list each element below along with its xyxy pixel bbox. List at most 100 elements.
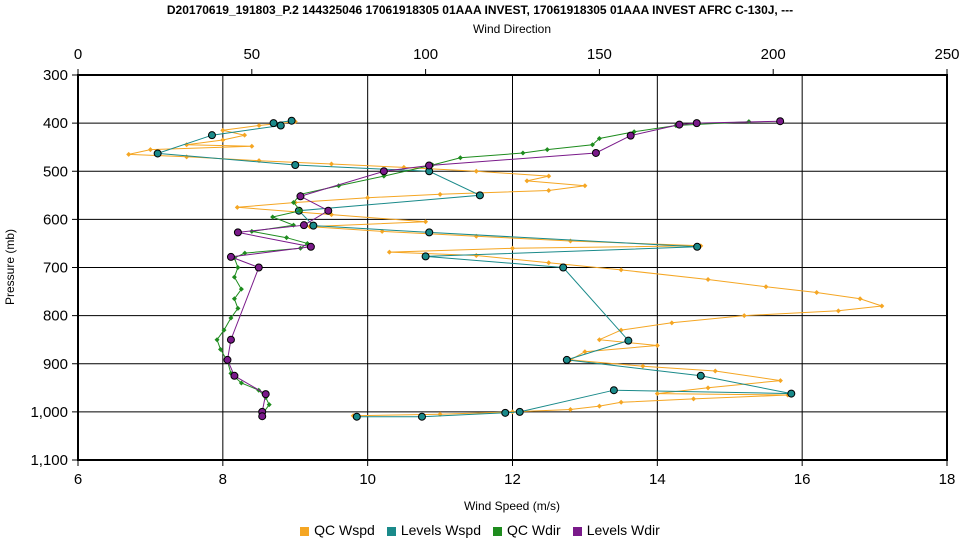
data-point-levels-wdir bbox=[324, 206, 333, 215]
x-bottom-tick-label: 6 bbox=[74, 471, 82, 488]
data-point-levels-wspd bbox=[417, 412, 426, 421]
legend-label: QC Wdir bbox=[507, 522, 561, 538]
data-point-levels-wdir bbox=[226, 252, 235, 261]
data-point-qc-wspd bbox=[423, 219, 429, 225]
data-point-qc-wspd bbox=[524, 178, 530, 184]
data-point-levels-wdir bbox=[425, 161, 434, 170]
data-point-levels-wspd bbox=[624, 336, 633, 345]
data-point-qc-wspd bbox=[705, 385, 711, 391]
data-point-qc-wspd bbox=[712, 368, 718, 374]
data-point-qc-wdir bbox=[235, 265, 241, 270]
data-point-qc-wspd bbox=[654, 391, 660, 397]
y-tick-label: 900 bbox=[43, 356, 68, 373]
data-point-levels-wdir bbox=[230, 371, 239, 380]
data-point-qc-wspd bbox=[654, 342, 660, 348]
chart-title: D20170619_191803_P.2 144325046 170619183… bbox=[166, 3, 794, 17]
series-line-qc-wspd bbox=[128, 121, 882, 417]
data-point-qc-wspd bbox=[640, 363, 646, 369]
x-top-tick-label: 100 bbox=[413, 46, 438, 63]
data-point-levels-wspd bbox=[559, 263, 568, 272]
data-point-levels-wspd bbox=[562, 355, 571, 364]
x-bottom-tick-label: 14 bbox=[649, 471, 666, 488]
data-point-qc-wspd bbox=[618, 399, 624, 405]
data-point-levels-wdir bbox=[261, 390, 270, 399]
data-point-levels-wdir bbox=[233, 228, 242, 237]
data-point-levels-wspd bbox=[287, 116, 296, 125]
data-point-qc-wdir bbox=[596, 136, 602, 142]
data-point-qc-wspd bbox=[546, 260, 552, 266]
data-point-qc-wdir bbox=[235, 305, 241, 311]
data-point-qc-wspd bbox=[741, 313, 747, 319]
data-point-qc-wdir bbox=[231, 296, 237, 302]
data-point-qc-wdir bbox=[221, 327, 227, 333]
legend-item: Levels Wspd bbox=[386, 522, 482, 538]
data-point-qc-wspd bbox=[328, 161, 334, 167]
data-point-qc-wspd bbox=[879, 303, 885, 309]
x-top-axis-label: Wind Direction bbox=[473, 22, 551, 36]
data-point-qc-wspd bbox=[437, 191, 443, 197]
data-point-levels-wspd bbox=[421, 252, 430, 261]
data-point-levels-wdir bbox=[226, 335, 235, 344]
data-point-qc-wspd bbox=[582, 349, 588, 355]
x-top-tick-label: 150 bbox=[587, 46, 612, 63]
data-point-levels-wdir bbox=[254, 263, 263, 272]
data-point-qc-wspd bbox=[249, 143, 255, 149]
data-point-levels-wdir bbox=[626, 131, 635, 140]
data-point-qc-wspd bbox=[835, 308, 841, 314]
legend-swatch bbox=[493, 526, 503, 536]
data-point-qc-wspd bbox=[857, 296, 863, 302]
data-point-qc-wspd bbox=[473, 168, 479, 174]
data-point-qc-wspd bbox=[691, 396, 697, 402]
data-point-levels-wspd bbox=[352, 412, 361, 421]
data-point-qc-wdir bbox=[291, 200, 297, 206]
data-point-qc-wdir bbox=[238, 286, 244, 292]
data-point-qc-wspd bbox=[365, 195, 371, 201]
data-point-levels-wspd bbox=[787, 389, 796, 398]
data-point-qc-wspd bbox=[546, 188, 552, 193]
legend-label: Levels Wdir bbox=[586, 522, 660, 538]
y-tick-label: 1,100 bbox=[30, 452, 68, 469]
data-point-qc-wspd bbox=[147, 147, 153, 153]
data-point-qc-wspd bbox=[777, 378, 783, 384]
x-bottom-tick-label: 10 bbox=[359, 471, 376, 488]
data-point-qc-wdir bbox=[297, 208, 303, 214]
data-point-qc-wspd bbox=[763, 284, 769, 290]
data-point-qc-wdir bbox=[238, 380, 244, 386]
y-tick-label: 400 bbox=[43, 115, 68, 132]
data-point-qc-wdir bbox=[214, 337, 220, 343]
data-point-qc-wspd bbox=[234, 204, 240, 210]
legend-label: Levels Wspd bbox=[400, 522, 482, 538]
data-point-levels-wspd bbox=[515, 407, 524, 416]
data-point-qc-wdir bbox=[266, 402, 272, 408]
data-point-qc-wspd bbox=[582, 183, 588, 189]
data-point-levels-wspd bbox=[425, 228, 434, 237]
data-point-qc-wspd bbox=[256, 123, 262, 129]
data-point-levels-wspd bbox=[696, 371, 705, 380]
data-point-levels-wdir bbox=[776, 117, 785, 126]
x-top-tick-label: 250 bbox=[934, 46, 959, 63]
data-point-levels-wdir bbox=[675, 120, 684, 129]
data-point-levels-wspd bbox=[693, 242, 702, 251]
data-point-qc-wdir bbox=[249, 228, 255, 234]
data-point-levels-wspd bbox=[207, 131, 216, 140]
data-point-qc-wspd bbox=[618, 267, 624, 273]
legend-item: QC Wdir bbox=[493, 522, 561, 538]
data-point-qc-wdir bbox=[284, 235, 290, 241]
data-point-levels-wspd bbox=[309, 221, 318, 230]
legend-item: Levels Wdir bbox=[572, 522, 660, 538]
legend-item: QC Wspd bbox=[300, 522, 375, 538]
x-top-tick-label: 0 bbox=[74, 46, 82, 63]
data-point-qc-wdir bbox=[270, 214, 276, 220]
y-tick-label: 1,000 bbox=[30, 404, 68, 421]
data-point-levels-wdir bbox=[299, 221, 308, 230]
data-point-levels-wdir bbox=[258, 412, 267, 421]
data-point-qc-wspd bbox=[567, 406, 573, 412]
data-point-levels-wdir bbox=[591, 148, 600, 157]
legend-label: QC Wspd bbox=[314, 522, 375, 538]
data-point-qc-wspd bbox=[669, 320, 675, 326]
data-point-levels-wspd bbox=[276, 121, 285, 130]
x-top-tick-label: 200 bbox=[761, 46, 786, 63]
series-group bbox=[126, 116, 885, 421]
data-point-qc-wspd bbox=[220, 127, 226, 133]
